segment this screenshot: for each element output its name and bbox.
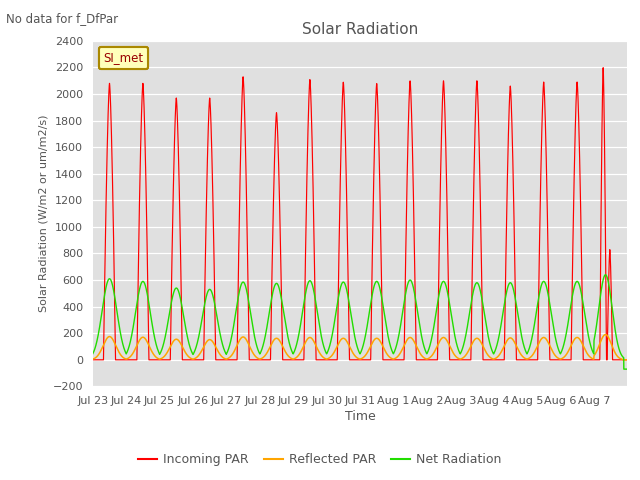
Y-axis label: Solar Radiation (W/m2 or um/m2/s): Solar Radiation (W/m2 or um/m2/s) [38, 115, 49, 312]
Legend: SI_met: SI_met [99, 47, 148, 69]
Legend: Incoming PAR, Reflected PAR, Net Radiation: Incoming PAR, Reflected PAR, Net Radiati… [133, 448, 507, 471]
Text: No data for f_DfPar: No data for f_DfPar [6, 12, 118, 25]
X-axis label: Time: Time [344, 410, 376, 423]
Title: Solar Radiation: Solar Radiation [302, 22, 418, 37]
